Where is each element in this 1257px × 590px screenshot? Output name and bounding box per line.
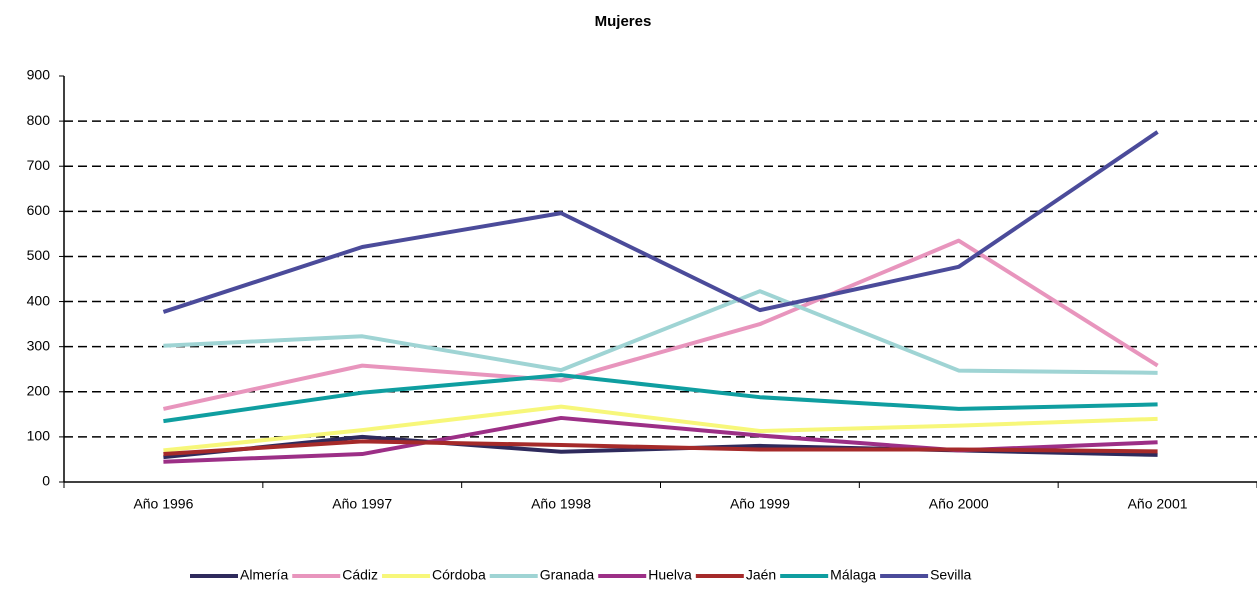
y-tick-label: 700 bbox=[27, 157, 51, 173]
chart-title: Mujeres bbox=[595, 13, 652, 30]
y-tick-label: 600 bbox=[27, 202, 51, 218]
legend-label: Córdoba bbox=[432, 567, 486, 583]
line-series bbox=[162, 238, 1159, 411]
y-tick-label: 100 bbox=[27, 428, 51, 444]
x-tick-label: Año 1997 bbox=[332, 496, 392, 512]
legend-label: Sevilla bbox=[930, 567, 971, 583]
x-tick-label: Año 2000 bbox=[929, 496, 989, 512]
legend-label: Huelva bbox=[648, 567, 692, 583]
legend-label: Cádiz bbox=[342, 567, 378, 583]
x-tick-label: Año 1996 bbox=[133, 496, 193, 512]
y-tick-label: 200 bbox=[27, 382, 51, 398]
line-series bbox=[163, 289, 1158, 375]
y-tick-label: 0 bbox=[42, 473, 50, 489]
line-series bbox=[163, 404, 1158, 453]
legend: Almería Cádiz Córdoba Granada Huelva Jaén Mála… bbox=[190, 567, 972, 583]
y-tick-label: 300 bbox=[27, 337, 51, 353]
line-series bbox=[162, 130, 1159, 314]
y-tick-label: 500 bbox=[27, 247, 51, 263]
line-series bbox=[163, 439, 1158, 457]
x-tick-label: Año 1999 bbox=[730, 496, 790, 512]
line-series bbox=[163, 373, 1158, 424]
x-tick-label: Año 1998 bbox=[531, 496, 591, 512]
y-tick-label: 400 bbox=[27, 292, 51, 308]
x-tick-label: Año 2001 bbox=[1128, 496, 1188, 512]
legend-label: Granada bbox=[540, 567, 595, 583]
legend-label: Jaén bbox=[746, 567, 776, 583]
y-tick-label: 800 bbox=[27, 112, 51, 128]
y-tick-label: 900 bbox=[27, 67, 51, 83]
legend-label: Málaga bbox=[830, 567, 876, 583]
legend-label: Almería bbox=[240, 567, 288, 583]
